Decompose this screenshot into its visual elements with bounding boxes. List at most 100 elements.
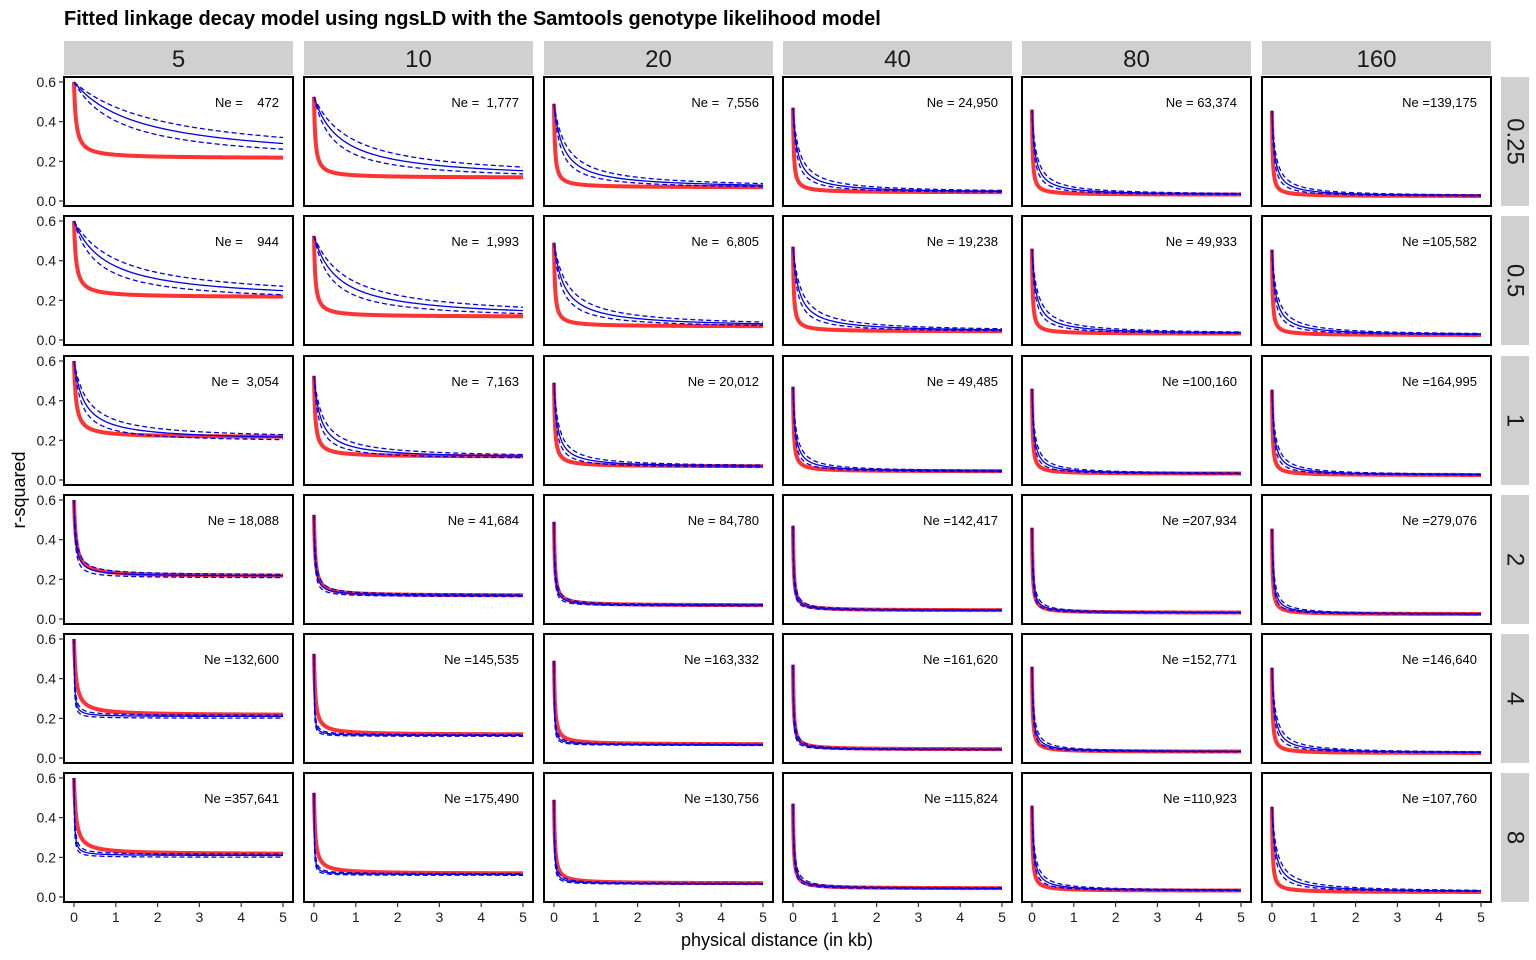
true-decay-curve [72, 777, 284, 856]
ne-estimate-label: Ne = 1,777 [451, 95, 519, 110]
fitted-upper-bound [1271, 249, 1482, 335]
x-tick-label: 0 [70, 909, 78, 925]
fitted-decay-curve [553, 521, 763, 606]
y-tick-label: 0.4 [37, 532, 57, 548]
y-tick-label: 0.6 [37, 74, 57, 90]
fitted-decay-curve [1271, 528, 1482, 615]
facet-panel: Ne = 1,777 [303, 76, 534, 207]
facet-column-label: 40 [884, 46, 911, 73]
y-tick-label: 0.2 [37, 153, 57, 169]
fitted-lower-bound [1271, 249, 1482, 336]
fitted-upper-bound [792, 386, 1003, 472]
facet-panel: Ne =130,756 0 1 2 3 4 5 [543, 772, 774, 925]
panel-frame [1021, 772, 1252, 903]
fitted-upper-bound [73, 638, 284, 716]
fitted-decay-curve [1271, 249, 1482, 335]
facet-panel: Ne =163,332 [543, 633, 774, 764]
fitted-upper-bound [1271, 110, 1482, 196]
fitted-decay-curve [792, 386, 1003, 472]
x-tick-label: 3 [436, 909, 444, 925]
fitted-decay-curve [313, 514, 523, 597]
facet-strip-column [1262, 41, 1491, 75]
facet-strip-row [1501, 77, 1529, 206]
facet-strip-row [1501, 634, 1529, 763]
fitted-upper-bound [553, 103, 764, 185]
facet-panel: Ne =107,760 0 1 2 3 4 5 [1261, 772, 1492, 925]
ne-estimate-label: Ne = 41,684 [448, 513, 519, 528]
true-decay-curve [552, 103, 763, 190]
x-tick-label: 0 [1268, 909, 1276, 925]
panel-frame [1261, 355, 1492, 486]
fitted-decay-curve [553, 242, 764, 325]
fitted-lower-bound [1271, 110, 1482, 197]
y-tick-label: 0.4 [37, 393, 57, 409]
panel-frame [303, 633, 534, 764]
ne-estimate-label: Ne =100,160 [1162, 374, 1237, 389]
fitted-lower-bound [1271, 667, 1482, 754]
ne-estimate-label: Ne = 3,054 [211, 374, 279, 389]
fitted-decay-curve [73, 220, 284, 292]
facet-panel: Ne =161,620 [782, 633, 1013, 764]
y-tick-label: 0.2 [37, 292, 57, 308]
fitted-lower-bound [73, 499, 284, 579]
x-tick-label: 0 [310, 909, 318, 925]
x-tick-label: 4 [717, 909, 725, 925]
fitted-upper-bound [1271, 806, 1482, 891]
panel-frame [1261, 215, 1492, 346]
ne-estimate-label: Ne =132,600 [204, 652, 279, 667]
facet-strip-column [64, 41, 293, 75]
fitted-lower-bound [1031, 527, 1241, 614]
y-tick-label: 0.0 [37, 193, 57, 209]
fitted-decay-curve [73, 638, 283, 718]
y-tick-label: 0.6 [37, 213, 57, 229]
y-tick-label: 0.4 [37, 253, 57, 269]
fitted-decay-curve [313, 235, 524, 312]
ne-estimate-label: Ne =145,535 [444, 652, 519, 667]
fitted-decay-curve [553, 382, 764, 467]
x-tick-label: 3 [1154, 909, 1162, 925]
fitted-lower-bound [792, 386, 1003, 473]
x-tick-label: 1 [1070, 909, 1078, 925]
ne-estimate-label: Ne = 84,780 [688, 513, 759, 528]
facet-column-label: 5 [172, 46, 185, 73]
true-decay-curve [1270, 110, 1482, 198]
true-decay-curve [791, 246, 1003, 334]
fitted-decay-curve [792, 525, 1002, 611]
panel-frame [1021, 494, 1252, 625]
y-tick-label: 0.0 [37, 889, 57, 905]
ne-estimate-label: Ne = 1,993 [451, 234, 519, 249]
fitted-lower-bound [313, 792, 523, 876]
x-tick-label: 0 [550, 909, 558, 925]
panel-frame [782, 772, 1013, 903]
x-tick-label: 1 [592, 909, 600, 925]
x-tick-label: 2 [1112, 909, 1120, 925]
ne-estimate-label: Ne = 49,933 [1166, 234, 1237, 249]
x-tick-label: 2 [873, 909, 881, 925]
facet-strip-row [1501, 216, 1529, 345]
y-axis-title: r-squared [9, 451, 29, 528]
panel-frame [1021, 355, 1252, 486]
facet-panel: Ne =100,160 [1021, 355, 1252, 486]
fitted-upper-bound [73, 360, 284, 436]
fitted-lower-bound [313, 96, 524, 175]
fitted-lower-bound [73, 638, 283, 719]
fitted-decay-curve [1271, 110, 1482, 197]
facet-panel: Ne =164,995 [1261, 355, 1492, 486]
true-decay-curve [312, 375, 524, 459]
ne-estimate-label: Ne = 19,238 [927, 234, 998, 249]
facet-row-label: 0.25 [1502, 118, 1529, 165]
ne-estimate-label: Ne = 63,374 [1166, 95, 1237, 110]
fitted-decay-curve [1271, 667, 1482, 753]
ne-estimate-label: Ne =107,760 [1402, 791, 1477, 806]
facet-panel: Ne =175,490 0 1 2 3 4 5 [303, 772, 534, 925]
x-tick-label: 5 [759, 909, 767, 925]
ne-estimate-label: Ne =105,582 [1402, 234, 1477, 249]
fitted-decay-curve [73, 360, 284, 438]
fitted-upper-bound [1271, 667, 1482, 753]
x-tick-label: 1 [831, 909, 839, 925]
true-decay-curve [1270, 806, 1482, 894]
ne-estimate-label: Ne =142,417 [923, 513, 998, 528]
fitted-lower-bound [1271, 806, 1482, 893]
ne-estimate-label: Ne = 7,163 [451, 374, 519, 389]
facet-panel: Ne =279,076 [1261, 494, 1492, 625]
